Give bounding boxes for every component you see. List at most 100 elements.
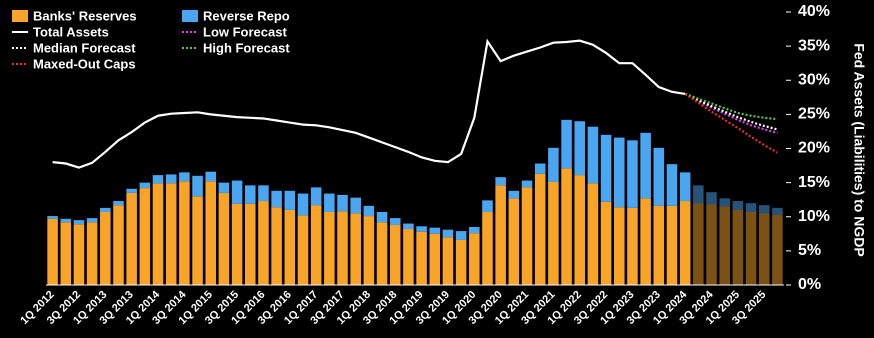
bar: [429, 227, 441, 234]
bar: [231, 203, 243, 285]
bar: [758, 213, 770, 285]
bar: [745, 203, 757, 212]
bar: [363, 205, 375, 217]
bar: [772, 207, 783, 215]
bar: [666, 164, 678, 206]
bar: [521, 180, 533, 188]
bar: [363, 216, 375, 285]
bar: [587, 126, 599, 184]
line: [684, 92, 778, 154]
bar: [297, 193, 309, 216]
bar: [376, 222, 388, 285]
bar: [719, 198, 730, 207]
legend-label: Banks' Reserves: [33, 8, 137, 23]
y-tick-label: 10%: [798, 208, 830, 225]
legend-label: High Forecast: [203, 40, 290, 55]
y-tick-label: 40%: [798, 3, 830, 20]
bar: [126, 188, 137, 193]
bar: [482, 211, 493, 285]
bar: [100, 211, 111, 285]
bar: [521, 187, 533, 285]
bar: [324, 193, 335, 212]
bar: [218, 182, 230, 193]
bar: [258, 201, 269, 285]
bar: [337, 194, 348, 212]
bar: [561, 119, 572, 169]
bar: [627, 140, 638, 208]
legend-label: Low Forecast: [203, 24, 287, 39]
bar: [337, 211, 348, 285]
bar: [113, 205, 124, 285]
bar: [679, 201, 691, 285]
line: [684, 92, 778, 121]
legend-label: Median Forecast: [33, 40, 136, 55]
bar: [561, 168, 572, 285]
bar: [455, 239, 467, 285]
legend-swatch: [182, 10, 198, 22]
bar: [469, 233, 480, 285]
bar: [600, 201, 612, 285]
bar: [758, 205, 770, 214]
legend-label: Reverse Repo: [203, 8, 290, 23]
bar: [706, 192, 717, 205]
y-tick-label: 5%: [798, 242, 821, 259]
bar: [205, 171, 217, 182]
bar: [416, 231, 427, 285]
legend-label: Total Assets: [33, 24, 109, 39]
bar: [100, 207, 111, 212]
bar: [587, 183, 599, 285]
bar: [244, 203, 256, 285]
bar: [574, 175, 586, 285]
bar: [376, 211, 388, 223]
bar: [508, 198, 520, 285]
bar: [455, 231, 467, 240]
bar: [258, 185, 269, 202]
bar: [165, 183, 177, 285]
bar: [60, 222, 72, 285]
bar: [60, 218, 72, 223]
bar: [653, 147, 665, 206]
y-tick-label: 15%: [798, 174, 830, 191]
bar: [482, 200, 493, 212]
bar: [534, 163, 546, 174]
bar: [600, 134, 612, 202]
bar: [271, 207, 282, 285]
bar: [86, 222, 98, 285]
y-tick-label: 0%: [798, 276, 821, 293]
y-axis-label: Fed Assets (Liabilities) to NGDP: [851, 43, 867, 256]
bar: [271, 190, 282, 208]
bar: [469, 226, 480, 234]
y-tick-label: 30%: [798, 71, 830, 88]
bar: [139, 188, 151, 285]
bar: [613, 207, 625, 285]
bar: [73, 220, 85, 225]
bar: [548, 181, 559, 285]
bar: [192, 196, 203, 285]
bar: [231, 180, 243, 204]
bar: [732, 209, 744, 285]
bar: [218, 192, 230, 285]
bar: [416, 226, 427, 232]
bar: [640, 198, 651, 285]
bar: [113, 201, 124, 206]
y-tick-label: 20%: [798, 140, 830, 157]
bar: [679, 172, 691, 202]
bar: [47, 216, 58, 219]
bar: [310, 187, 322, 206]
bar: [350, 197, 361, 214]
bar: [389, 218, 401, 225]
y-tick-label: 25%: [798, 106, 830, 123]
bar: [179, 172, 190, 182]
bar: [732, 201, 744, 210]
bar: [534, 173, 546, 285]
bar: [324, 211, 335, 285]
line: [684, 92, 778, 134]
bar: [389, 224, 401, 285]
bar: [429, 233, 441, 285]
bar: [403, 229, 414, 285]
legend-label: Maxed-Out Caps: [33, 56, 136, 71]
bar: [574, 121, 586, 176]
bar: [205, 181, 217, 285]
